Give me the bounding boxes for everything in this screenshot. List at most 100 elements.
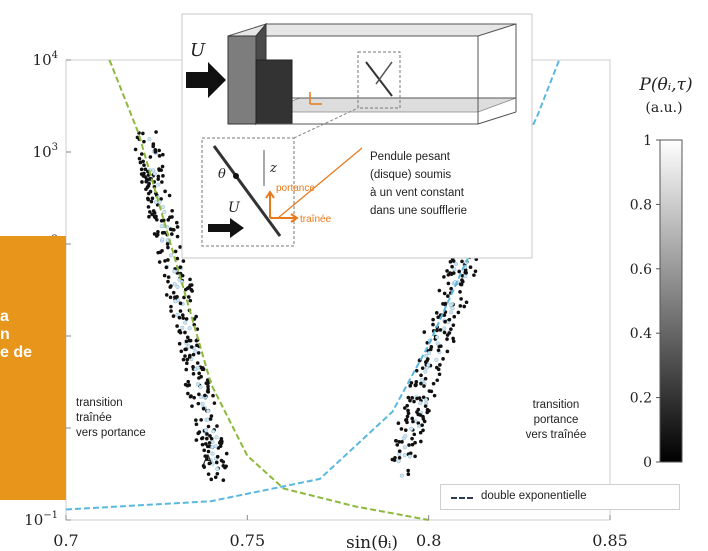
scatter-point (184, 339, 189, 344)
scatter-point (146, 191, 151, 196)
scatter-point (181, 316, 186, 320)
scatter-point (164, 265, 169, 270)
scatter-point (434, 357, 439, 362)
scatter-point (210, 451, 215, 456)
wind-arrow (186, 62, 226, 98)
scatter-point (442, 275, 446, 279)
scatter-point (146, 197, 151, 202)
scatter-point (166, 218, 171, 222)
inset-desc-line2: (disque) soumis (370, 169, 451, 181)
tunnel-edge (477, 111, 517, 125)
scatter-point (171, 290, 176, 295)
scatter-point (167, 193, 172, 198)
scatter-point (203, 393, 207, 398)
scatter-point (147, 214, 151, 219)
scatter-point (194, 422, 199, 427)
scatter-point (154, 200, 159, 205)
scatter-point (181, 259, 186, 263)
scatter-point (220, 439, 224, 444)
scatter-point (141, 159, 145, 164)
scatter-point (183, 287, 188, 292)
scatter-point (221, 478, 226, 482)
callout-line (277, 147, 363, 219)
colorbar-bar (659, 139, 683, 463)
scatter-point (449, 310, 454, 315)
scatter-point (188, 277, 192, 282)
scatter-point (396, 459, 401, 464)
scatter-point (424, 353, 429, 358)
scatter-point (196, 401, 201, 406)
scatter-point (199, 418, 203, 422)
orange-overlay: a n e de (0, 236, 66, 500)
scatter-point (156, 250, 160, 255)
scatter-point (435, 335, 440, 340)
scatter-point (214, 460, 219, 465)
annotation-left-line1: transition (76, 397, 123, 409)
scatter-point (408, 398, 412, 403)
scatter-point (416, 421, 421, 425)
scatter-point (148, 210, 152, 214)
scatter-point (412, 432, 417, 437)
scatter-point (205, 378, 210, 382)
scatter-point (190, 404, 194, 408)
scatter-point (198, 385, 203, 390)
scatter-point (142, 163, 146, 168)
x-tick-label: 0.75 (230, 531, 266, 550)
scatter-point (419, 378, 424, 383)
scatter-point (165, 242, 170, 246)
scatter-point (410, 436, 414, 441)
scatter-point (141, 131, 145, 136)
scatter-point (160, 164, 165, 169)
scatter-point (446, 281, 451, 286)
trainee-arrow (270, 213, 299, 223)
scatter-point (197, 376, 201, 380)
scatter-point (174, 220, 179, 225)
scatter-point (159, 218, 164, 223)
scatter-point (435, 378, 440, 383)
scatter-point (146, 205, 151, 209)
scatter-point (184, 317, 189, 321)
scatter-point (152, 232, 157, 236)
scatter-point (451, 336, 455, 341)
scatter-point (405, 414, 410, 419)
scatter-point (427, 351, 432, 356)
scatter-point (406, 408, 410, 413)
scatter-point (224, 451, 229, 456)
scatter-point (156, 177, 160, 181)
scatter-point (177, 341, 182, 346)
scatter-point (437, 288, 442, 293)
scatter-point (162, 273, 167, 278)
colorbar-label-line1: P(θᵢ,τ) (638, 75, 692, 95)
scatter-point (161, 174, 165, 178)
scatter-point (157, 148, 161, 153)
scatter-point (452, 314, 457, 319)
scatter-point (443, 319, 447, 324)
scatter-point (400, 440, 404, 444)
scatter-point (202, 465, 207, 469)
scatter-point (409, 381, 414, 385)
scatter-point (208, 434, 212, 438)
scatter-point (180, 313, 185, 317)
scatter-point (202, 448, 207, 453)
scatter-point (473, 269, 478, 274)
scatter-point (464, 300, 469, 305)
scatter-point (207, 461, 212, 466)
scatter-point (457, 269, 462, 274)
scatter-point (410, 416, 415, 421)
scatter-point (150, 196, 155, 201)
scatter-point (407, 454, 412, 459)
scatter-point (178, 245, 182, 249)
scatter-point (191, 352, 196, 357)
scatter-point (420, 366, 425, 370)
scatter-point (180, 325, 185, 330)
scatter-point (447, 331, 452, 335)
scatter-point (139, 152, 144, 156)
scatter-point (422, 330, 427, 334)
scatter-point (448, 302, 453, 307)
zoom-connector (293, 107, 359, 139)
colorbar-tick-label: 1 (643, 133, 652, 149)
scatter-point (224, 464, 228, 469)
scatter-point (175, 234, 180, 239)
scatter-point (442, 330, 447, 335)
